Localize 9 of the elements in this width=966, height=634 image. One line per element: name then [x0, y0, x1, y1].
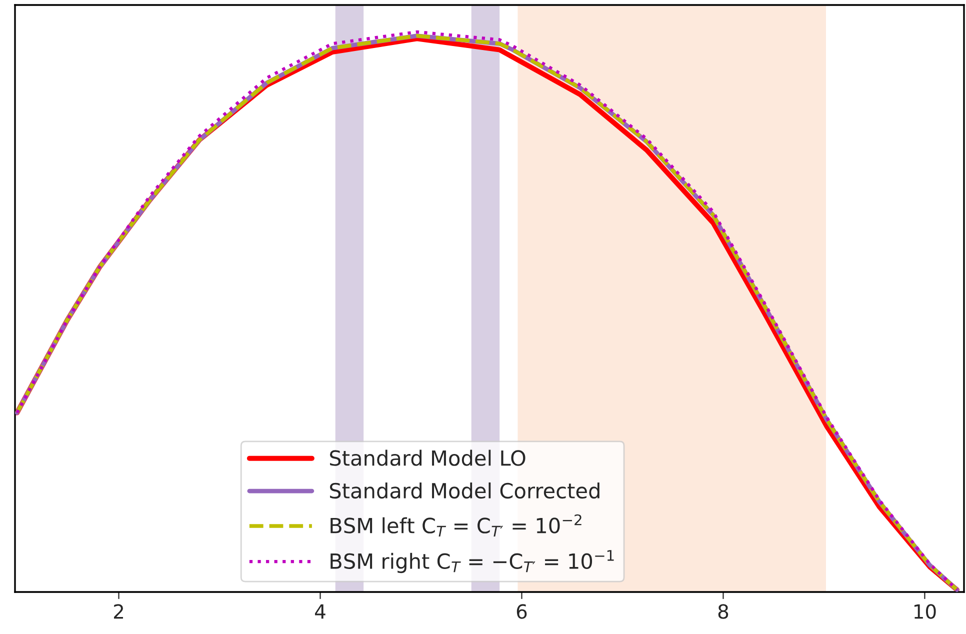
legend-label: BSM left C$_{T}$ = C$_{T′}$ = 10$^{−2}$ — [330, 514, 582, 537]
legend-label: Standard Model Corrected — [330, 482, 600, 499]
x-tick-label: 4 — [315, 604, 326, 619]
x-tick-label: 6 — [516, 604, 527, 619]
x-tick-label: 2 — [114, 604, 124, 619]
legend-label: BSM right C$_{T}$ = −C$_{T′}$ = 10$^{−1}$ — [330, 550, 614, 574]
x-tick-label: 10 — [914, 604, 936, 619]
legend-label: Standard Model LO — [330, 450, 526, 466]
x-tick-label: 8 — [718, 604, 728, 619]
